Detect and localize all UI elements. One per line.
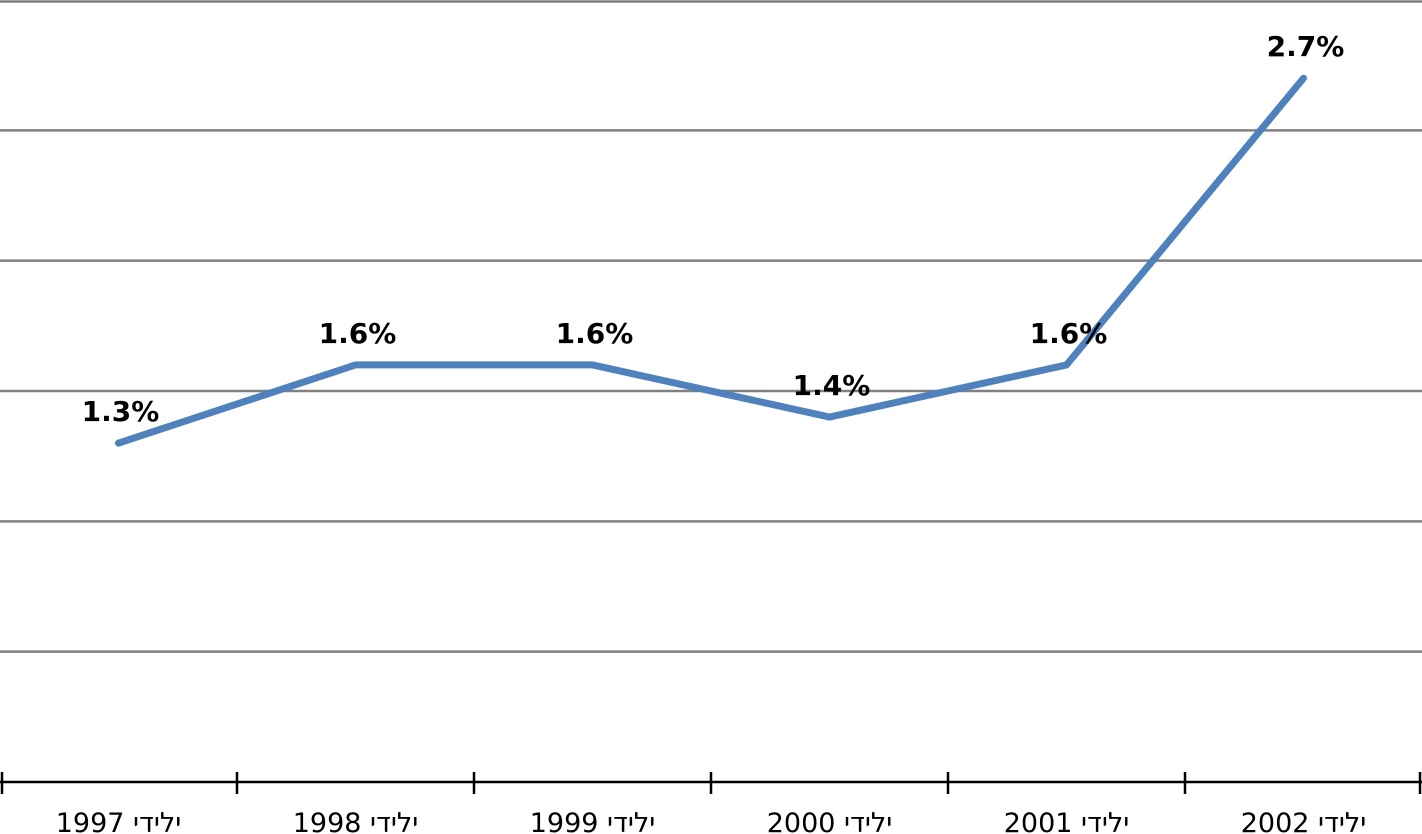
series-group xyxy=(115,74,1307,447)
data-label: 1.6% xyxy=(556,317,634,350)
data-label: 1.6% xyxy=(1030,317,1108,350)
x-tick-label: ילידי 1999 xyxy=(530,808,656,834)
data-label: 1.4% xyxy=(793,369,871,402)
x-tick-label: ילידי 2001 xyxy=(1004,808,1130,834)
x-axis xyxy=(0,772,1422,794)
series-line xyxy=(115,74,1307,447)
x-tick-label: ילידי 1998 xyxy=(293,808,419,834)
x-tick-label: ילידי 2000 xyxy=(767,808,893,834)
data-label: 1.3% xyxy=(82,395,160,428)
data-label: 1.6% xyxy=(319,317,397,350)
data-labels: 1.3% 1.6% 1.6% 1.4% 1.6% 2.7% xyxy=(82,30,1345,428)
x-tick-label: ילידי 1997 xyxy=(56,808,182,834)
data-label: 2.7% xyxy=(1267,30,1345,63)
x-tick-label: ילידי 2002 xyxy=(1241,808,1367,834)
x-tick-labels: ילידי 1997 ילידי 1998 ילידי 1999 ילידי 2000… xyxy=(56,808,1367,834)
gridlines xyxy=(0,0,1422,653)
